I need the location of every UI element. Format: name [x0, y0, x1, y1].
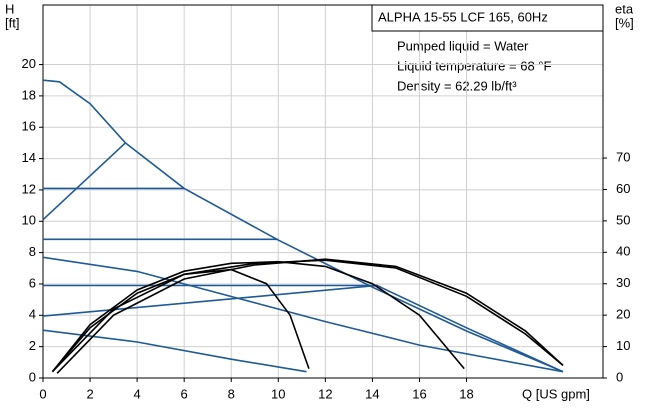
y-tick-label: 12: [22, 181, 36, 196]
title-box: [371, 4, 604, 32]
x-tick-label: 2: [86, 386, 93, 401]
curve: [42, 329, 307, 373]
annotation: Pumped liquid = Water: [397, 38, 529, 53]
y-tick-label: 0: [29, 369, 36, 384]
y2-tick-label: 10: [616, 338, 630, 353]
y-tick-label: 16: [22, 119, 36, 134]
curve: [42, 142, 126, 221]
y-tick-label: 2: [29, 338, 36, 353]
x-tick-label: 0: [39, 386, 46, 401]
x-tick-label: 16: [412, 386, 426, 401]
x-tick-label: 14: [365, 386, 379, 401]
y2-tick-label: 30: [616, 275, 630, 290]
curve: [51, 268, 310, 373]
curve: [51, 260, 465, 373]
plot-frame: [42, 4, 604, 379]
annotation: Density = 62.29 lb/ft³: [397, 78, 517, 93]
curve: [42, 284, 564, 373]
y2-tick-label: 70: [616, 149, 630, 164]
annotation: Liquid temperature = 68 °F: [397, 58, 551, 73]
y-tick-label: 6: [29, 275, 36, 290]
chart-title: ALPHA 15-55 LCF 165, 60Hz: [378, 9, 548, 24]
x-tick-label: 8: [228, 386, 235, 401]
y-tick-label: 8: [29, 244, 36, 259]
y2-tick-label: 0: [616, 369, 623, 384]
x-axis-label: Q [US gpm]: [522, 386, 590, 401]
y-tick-label: 14: [22, 150, 36, 165]
x-tick-label: 12: [318, 386, 332, 401]
y2-axis-label: eta: [615, 1, 634, 16]
x-tick-label: 6: [181, 386, 188, 401]
curve: [42, 256, 564, 373]
y2-tick-label: 50: [616, 212, 630, 227]
y-tick-label: 20: [22, 56, 36, 71]
curve: [56, 258, 564, 374]
x-tick-label: 10: [271, 386, 285, 401]
y2-tick-label: 40: [616, 244, 630, 259]
y-tick-label: 10: [22, 213, 36, 228]
y2-axis-label: [%]: [615, 15, 634, 30]
y-tick-label: 18: [22, 87, 36, 102]
y2-tick-label: 60: [616, 181, 630, 196]
x-tick-label: 18: [459, 386, 473, 401]
y-tick-label: 4: [29, 307, 36, 322]
x-tick-label: 4: [134, 386, 141, 401]
y-axis-label: H: [5, 1, 14, 16]
curve: [51, 259, 564, 373]
y2-tick-label: 20: [616, 307, 630, 322]
y-axis-label: [ft]: [5, 15, 19, 30]
curve: [42, 79, 564, 373]
